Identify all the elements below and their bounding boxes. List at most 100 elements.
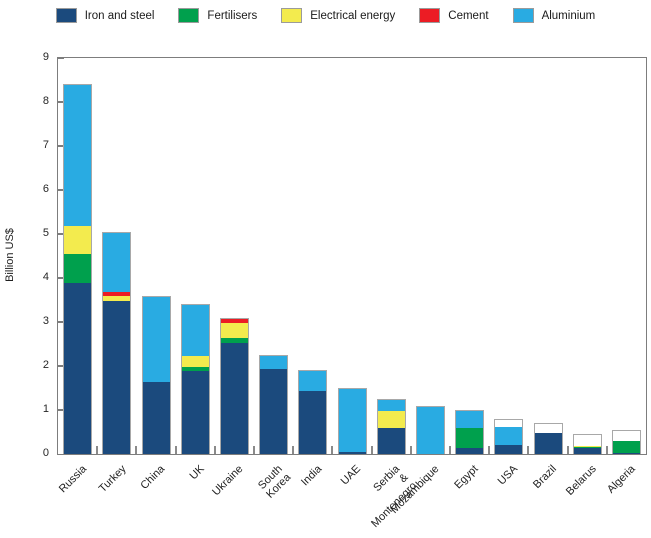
x-tick-mark (449, 446, 451, 454)
x-tick-mark (96, 446, 99, 454)
bar-segment (142, 381, 170, 454)
x-tick-mark (213, 446, 216, 454)
bar (455, 410, 485, 454)
y-tick-label: 2 (42, 359, 49, 371)
legend-item: Cement (419, 8, 489, 23)
bar-segment (181, 366, 209, 371)
x-category-label: Belarus (563, 463, 599, 498)
y-tick-labels: 0 1 2 3 4 5 6 7 8 9 (0, 51, 49, 459)
y-tick-label: 6 (42, 183, 49, 195)
y-tick-label: 0 (42, 447, 49, 459)
bar-segment (495, 426, 523, 446)
bar-segment (299, 390, 327, 454)
legend-item: Iron and steel (55, 8, 155, 23)
y-tick-label: 8 (42, 95, 49, 107)
bar-segment (377, 400, 405, 411)
legend-item: Fertilisers (178, 8, 257, 23)
y-tick-mark (58, 233, 64, 235)
x-tick-mark (135, 446, 138, 454)
y-tick-mark (58, 409, 64, 411)
bar-segment (377, 428, 405, 454)
bar-segment (181, 355, 209, 367)
bar (376, 399, 406, 454)
bar-segment (416, 406, 444, 454)
y-tick-label: 7 (42, 139, 49, 151)
x-category-label: South Korea (256, 463, 294, 501)
plot-area (57, 57, 647, 455)
legend-swatch-icon (178, 8, 200, 23)
bar-segment (64, 225, 92, 255)
bar-segment (456, 411, 484, 429)
x-tick-mark (605, 446, 608, 454)
bar (572, 434, 602, 454)
bar-segment (573, 445, 601, 447)
bar (298, 370, 328, 454)
y-tick-mark (58, 145, 64, 147)
legend-label: Cement (448, 9, 489, 22)
bar-segment (260, 369, 288, 454)
x-category-label: India (298, 463, 325, 489)
legend-label: Aluminium (541, 9, 596, 22)
y-tick-mark (58, 277, 64, 279)
legend-item: Aluminium (512, 8, 596, 23)
bar-segment (103, 300, 131, 454)
bar (611, 429, 641, 454)
bar-segment (338, 451, 366, 454)
bar-segment (64, 254, 92, 283)
x-category-label: UK (187, 463, 207, 483)
legend-swatch-icon (512, 8, 534, 23)
y-tick-label: 1 (42, 403, 49, 415)
y-tick-mark (58, 365, 64, 367)
bar-segment (495, 445, 523, 454)
bar-segment (181, 305, 209, 356)
legend-label: Fertilisers (207, 9, 258, 22)
bar-segment (612, 441, 640, 453)
x-tick-mark (292, 446, 295, 454)
legend-swatch-icon (419, 8, 441, 23)
x-tick-mark (409, 446, 412, 454)
bar-segment (573, 446, 601, 448)
x-tick-mark (253, 446, 255, 454)
bar-segment (338, 389, 366, 452)
bar-segment (103, 232, 131, 292)
y-tick-mark (58, 57, 64, 59)
bar-segment (64, 282, 92, 454)
bar-segment (260, 356, 288, 370)
x-tick-mark (488, 446, 491, 454)
bar (63, 84, 93, 454)
x-category-label: Turkey (96, 463, 129, 495)
x-category-label: China (138, 463, 168, 492)
y-tick-mark (58, 101, 64, 103)
x-category-label: USA (495, 463, 521, 488)
x-tick-mark (174, 446, 177, 454)
x-category-label: Brazil (531, 463, 560, 491)
bar-segment (456, 447, 484, 454)
bar (337, 388, 367, 454)
bar-segment (612, 452, 640, 454)
x-category-labels: Russia Turkey China UK Ukraine South Korea Ind… (57, 453, 645, 538)
x-category-label: Algeria (605, 463, 638, 496)
bar (180, 304, 210, 454)
y-tick-label: 9 (42, 51, 49, 63)
y-tick-label: 5 (42, 227, 49, 239)
y-tick-mark (58, 189, 64, 191)
chart-legend: Iron and steel Fertilisers Electrical ener… (0, 8, 651, 23)
bar-segment (220, 342, 248, 454)
bar (219, 317, 249, 454)
bar-segment (299, 371, 327, 391)
x-category-label: Ukraine (210, 463, 246, 499)
legend-swatch-icon (281, 8, 303, 23)
x-tick-mark (331, 446, 334, 454)
bar-segment (220, 318, 248, 323)
bar (494, 418, 524, 454)
bar-segment (456, 428, 484, 448)
bar (141, 295, 171, 454)
bar-segment (573, 448, 601, 454)
legend-label: Iron and steel (84, 9, 155, 22)
y-tick-mark (58, 321, 64, 323)
y-tick-label: 3 (42, 315, 49, 327)
bar (415, 405, 445, 454)
x-category-label: UAE (339, 463, 364, 488)
x-category-label: Russia (56, 463, 90, 496)
